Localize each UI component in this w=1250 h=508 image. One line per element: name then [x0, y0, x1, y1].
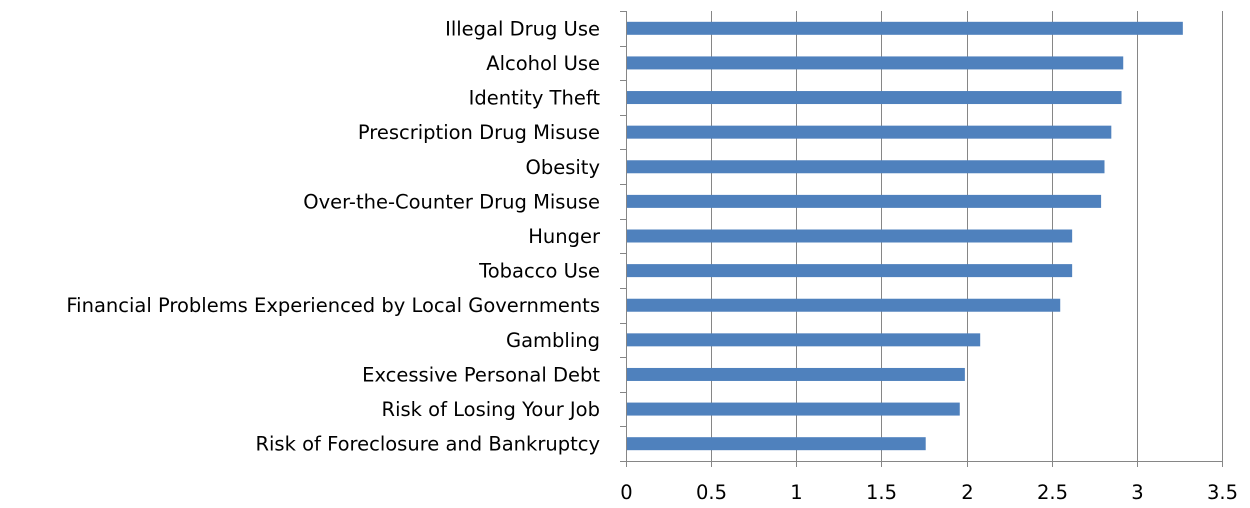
- labels: 0 0.5 1 1.5 2 2.5 3 3.5 Illegal Drug Use Alcohol …: [66, 17, 1238, 504]
- bar: [626, 298, 1061, 312]
- category-label: Prescription Drug Misuse: [358, 121, 600, 144]
- bar: [626, 21, 1183, 35]
- bar: [626, 229, 1073, 243]
- x-tick-label: 2: [961, 481, 973, 504]
- bar: [626, 437, 926, 451]
- x-tick-label: 3.5: [1207, 481, 1238, 504]
- category-label: Obesity: [526, 156, 601, 179]
- category-label: Risk of Foreclosure and Bankruptcy: [255, 433, 600, 456]
- category-label: Hunger: [528, 225, 601, 248]
- category-label: Tobacco Use: [478, 260, 600, 283]
- category-label: Risk of Losing Your Job: [382, 398, 600, 421]
- x-tick-label: 3: [1131, 481, 1143, 504]
- bar: [626, 333, 981, 347]
- category-label: Financial Problems Experienced by Local …: [66, 294, 600, 317]
- bar: [626, 194, 1102, 208]
- bar: [626, 91, 1122, 105]
- x-tick-label: 2.5: [1037, 481, 1068, 504]
- category-label: Illegal Drug Use: [445, 17, 600, 40]
- axes: [620, 11, 1223, 467]
- x-tick-label: 1: [790, 481, 802, 504]
- bar: [626, 402, 960, 416]
- x-tick-label: 1.5: [866, 481, 897, 504]
- category-label: Excessive Personal Debt: [362, 363, 600, 386]
- bar: [626, 264, 1073, 278]
- category-label: Gambling: [506, 329, 600, 352]
- bar: [626, 367, 965, 381]
- bar: [626, 160, 1105, 174]
- bar: [626, 125, 1112, 139]
- bar: [626, 56, 1124, 70]
- category-label: Over-the-Counter Drug Misuse: [303, 190, 600, 213]
- category-label: Alcohol Use: [486, 52, 600, 75]
- x-tick-label: 0.5: [696, 481, 727, 504]
- bars: [626, 21, 1183, 451]
- category-label: Identity Theft: [469, 87, 601, 110]
- x-tick-label: 0: [620, 481, 632, 504]
